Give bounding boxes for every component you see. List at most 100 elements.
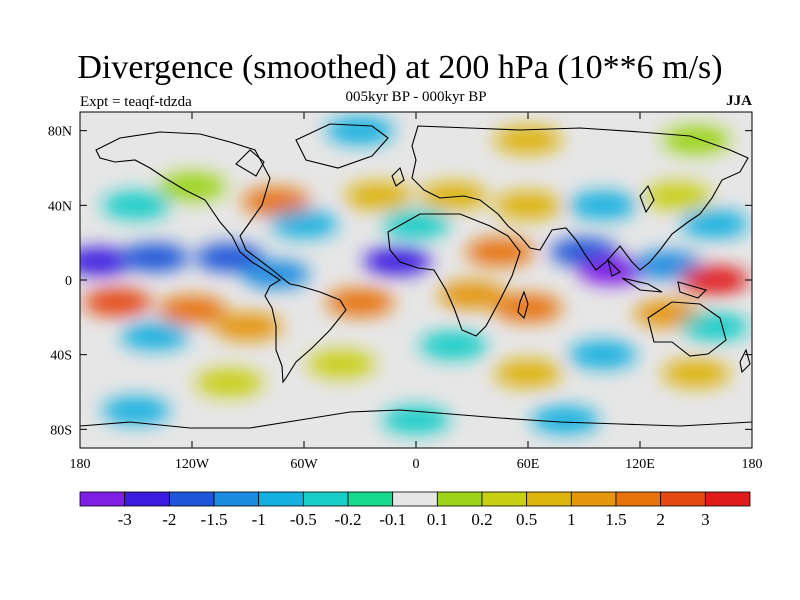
divergence-anomaly-21 xyxy=(158,172,226,201)
divergence-anomaly-25 xyxy=(568,191,637,220)
colorbar-label-8: 0.2 xyxy=(471,510,492,529)
divergence-anomaly-8 xyxy=(83,288,152,317)
colorbar-swatch-4 xyxy=(258,491,304,507)
lon-tick-label-5: 120E xyxy=(625,457,655,472)
divergence-anomaly-20 xyxy=(494,191,562,220)
divergence-anomaly-29 xyxy=(419,331,488,360)
divergence-anomaly-23 xyxy=(270,210,338,238)
colorbar-label-6: -0.1 xyxy=(379,510,406,529)
divergence-anomaly-3 xyxy=(242,260,310,289)
americas-coastline xyxy=(95,131,347,384)
divergence-anomaly-10 xyxy=(214,312,282,341)
colorbar-swatch-8 xyxy=(436,491,483,507)
divergence-anomaly-28 xyxy=(120,322,189,350)
indonesia-coastline xyxy=(606,258,708,299)
coastlines xyxy=(80,123,752,429)
colorbar-swatch-10 xyxy=(526,491,572,507)
colorbar-swatch-13 xyxy=(660,491,706,507)
colorbar-label-9: 0.5 xyxy=(516,510,537,529)
divergence-anomaly-9 xyxy=(158,295,226,324)
japan-coastline xyxy=(639,184,655,214)
lon-tick-label-3: 0 xyxy=(413,457,420,472)
colorbar-label-10: 1 xyxy=(567,510,576,529)
divergence-anomaly-19 xyxy=(419,182,488,210)
lon-tick-label-0: 180 xyxy=(70,457,91,472)
divergence-anomaly-26 xyxy=(102,191,170,220)
colorbar-swatch-7 xyxy=(392,491,438,507)
colorbar-swatch-12 xyxy=(615,491,662,507)
divergence-anomaly-1 xyxy=(120,243,189,272)
divergence-field xyxy=(80,116,749,434)
colorbar-swatch-14 xyxy=(704,491,751,507)
divergence-anomaly-22 xyxy=(643,182,712,210)
plot-title: Divergence (smoothed) at 200 hPa (10**6 … xyxy=(77,49,723,86)
divergence-anomaly-6 xyxy=(578,256,646,285)
divergence-anomaly-0 xyxy=(80,247,133,276)
lat-tick-label-1: 40N xyxy=(48,199,72,214)
divergence-anomaly-11 xyxy=(326,288,394,317)
greenland-coastline xyxy=(295,123,389,169)
map-area xyxy=(80,112,752,448)
colorbar-label-11: 1.5 xyxy=(605,510,626,529)
colorbar-swatch-1 xyxy=(124,491,170,507)
lat-tick-label-4: 80S xyxy=(50,423,72,438)
lon-tick-label-1: 120W xyxy=(175,457,210,472)
divergence-anomaly-35 xyxy=(195,368,264,397)
lat-tick-label-2: 0 xyxy=(65,274,72,289)
madagascar-coastline xyxy=(517,290,529,320)
colorbar-swatch-3 xyxy=(213,491,260,507)
colorbar-label-4: -0.5 xyxy=(290,510,317,529)
colorbar-label-12: 2 xyxy=(656,510,665,529)
experiment-label: Expt = teaqf-tdzda xyxy=(80,94,192,110)
colorbar-label-2: -1.5 xyxy=(201,510,228,529)
plot-subtitle: 005kyr BP - 000kyr BP xyxy=(345,89,487,105)
new-zealand-coastline xyxy=(739,348,751,374)
colorbar-label-0: -3 xyxy=(118,510,132,529)
divergence-anomaly-4 xyxy=(363,247,432,276)
divergence-anomaly-13 xyxy=(494,294,562,322)
divergence-anomaly-36 xyxy=(102,396,170,425)
lat-tick-label-3: 40S xyxy=(50,349,72,364)
divergence-anomaly-32 xyxy=(307,350,376,378)
divergence-anomaly-14 xyxy=(466,238,534,266)
africa-coastline xyxy=(387,213,521,337)
colorbar-swatch-9 xyxy=(481,491,528,507)
colorbar-swatch-5 xyxy=(302,491,349,507)
colorbar-swatch-2 xyxy=(168,491,215,507)
divergence-anomaly-39 xyxy=(326,116,394,145)
divergence-anomaly-34 xyxy=(662,359,730,388)
lat-tick-label-0: 80N xyxy=(48,125,72,140)
divergence-anomaly-41 xyxy=(662,126,730,154)
divergence-anomaly-12 xyxy=(438,280,506,309)
divergence-anomaly-24 xyxy=(382,210,450,238)
divergence-anomaly-40 xyxy=(494,126,562,154)
colorbar-swatch-6 xyxy=(347,491,394,507)
divergence-anomaly-15 xyxy=(680,266,749,294)
eurasia-coastline xyxy=(411,125,749,271)
divergence-anomaly-27 xyxy=(680,210,749,238)
antarctica-coastline xyxy=(80,409,752,429)
hudson-bay-coastline xyxy=(235,149,265,177)
colorbar-label-13: 3 xyxy=(701,510,710,529)
lon-tick-label-6: 180 xyxy=(742,457,763,472)
divergence-anomaly-31 xyxy=(680,312,749,341)
colorbar-swatch-0 xyxy=(79,491,126,507)
divergence-anomaly-18 xyxy=(344,182,413,210)
map-background xyxy=(80,112,752,448)
australia-coastline xyxy=(647,301,727,357)
season-label: JJA xyxy=(726,93,752,109)
colorbar: -3 -2 -1.5 -1 -0.5 -0.2 -0.1 0.1 0.2 0.5 1 1.5 2 3 xyxy=(79,491,751,529)
colorbar-label-3: -1 xyxy=(252,510,266,529)
colorbar-label-1: -2 xyxy=(162,510,176,529)
colorbar-swatch-11 xyxy=(570,491,617,507)
colorbar-label-7: 0.1 xyxy=(427,510,448,529)
divergence-anomaly-30 xyxy=(568,340,637,369)
colorbar-label-5: -0.2 xyxy=(335,510,362,529)
lon-tick-label-4: 60E xyxy=(517,457,540,472)
map-axes: 180 120W 60W 0 60E 120E 180 80N 40N 0 40S 80S xyxy=(48,112,763,472)
divergence-anomaly-33 xyxy=(494,359,562,388)
divergence-anomaly-38 xyxy=(531,406,600,434)
british-isles-coastline xyxy=(391,166,405,187)
lon-tick-label-2: 60W xyxy=(290,457,318,472)
